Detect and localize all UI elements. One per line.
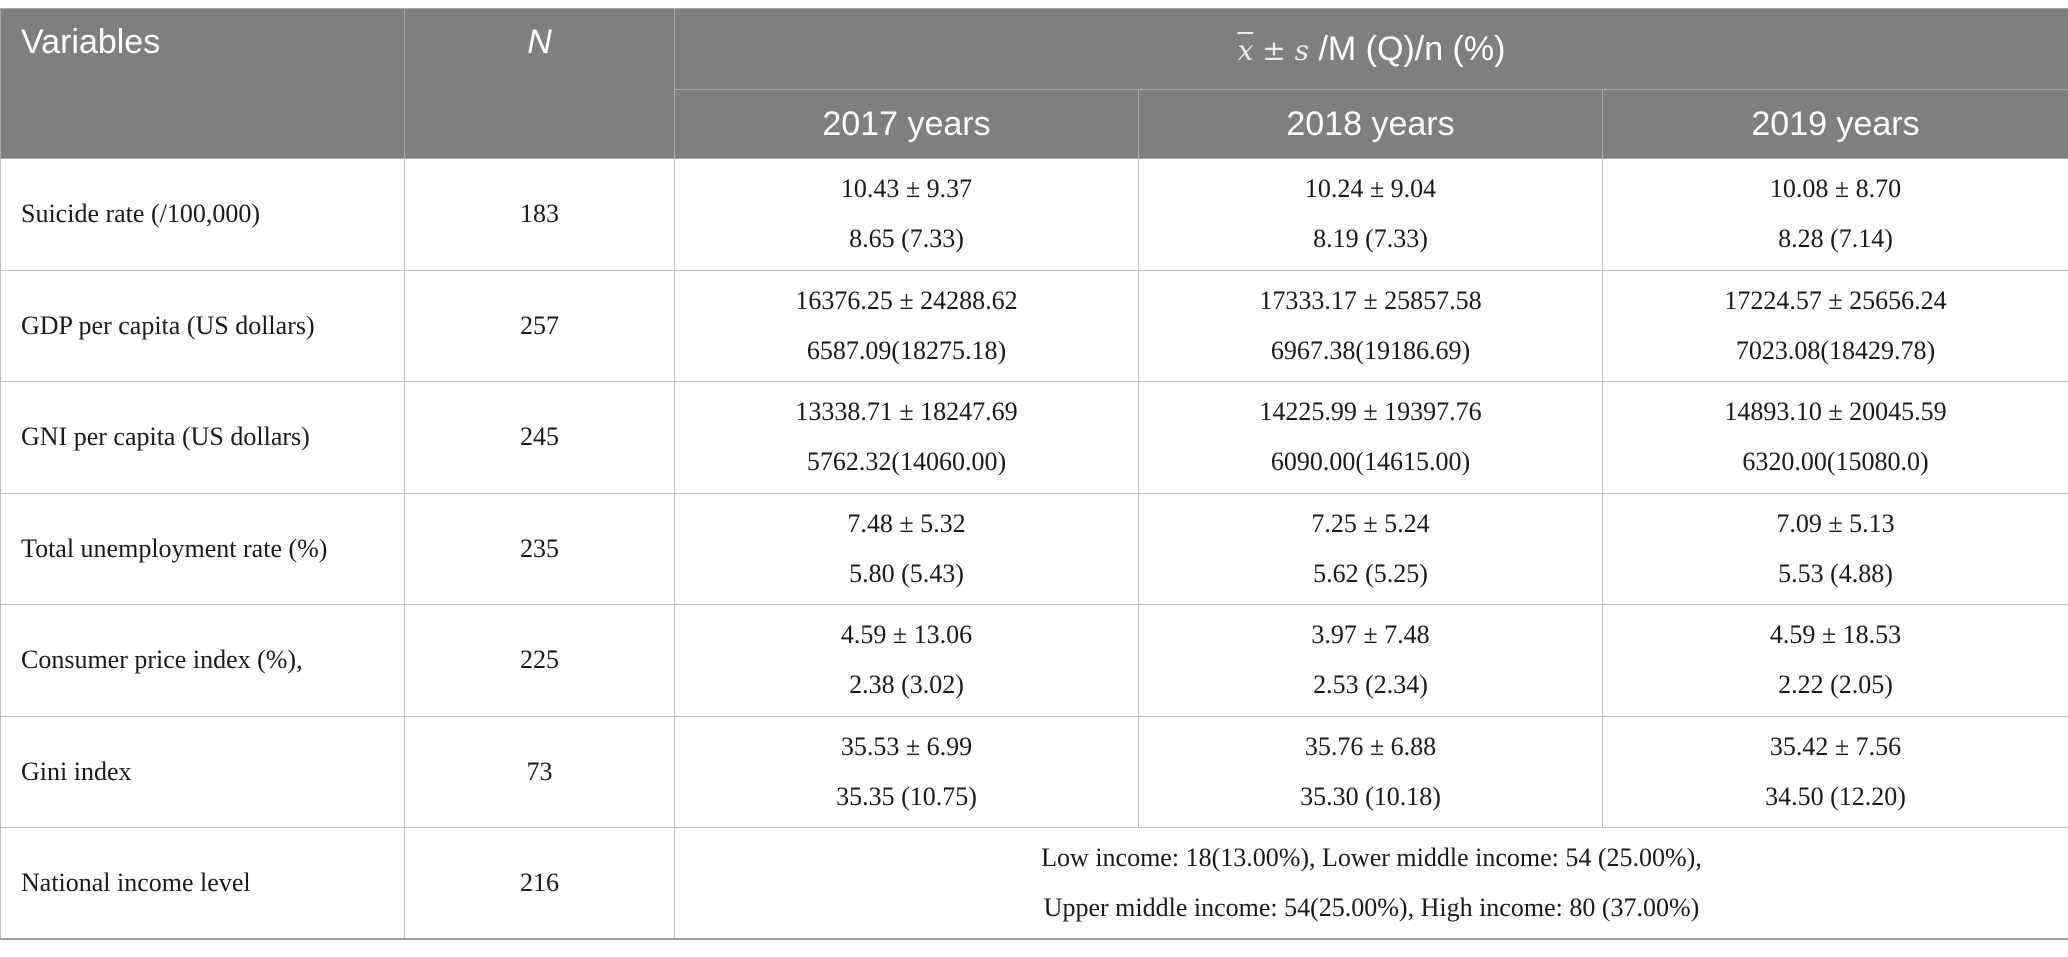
mean-sd: 10.24 ± 9.04 — [1304, 174, 1437, 204]
cell-2019: 10.08 ± 8.70 8.28 (7.14) — [1602, 158, 2068, 271]
table-row: Suicide rate (/100,000) 183 10.43 ± 9.37… — [0, 158, 2068, 271]
header-year-2018: 2018 years — [1138, 89, 1603, 159]
header-year-2019: 2019 years — [1602, 89, 2068, 159]
cell-2017: 13338.71 ± 18247.69 5762.32(14060.00) — [674, 381, 1139, 494]
mean-sd: 4.59 ± 18.53 — [1769, 620, 1902, 650]
table-row: Gini index 73 35.53 ± 6.99 35.35 (10.75) … — [0, 715, 2068, 828]
median-iqr: 8.65 (7.33) — [849, 224, 964, 254]
mean-sd: 10.08 ± 8.70 — [1769, 174, 1902, 204]
table-row: GNI per capita (US dollars) 245 13338.71… — [0, 381, 2068, 494]
median-iqr: 5762.32(14060.00) — [806, 447, 1007, 477]
mean-sd: 14893.10 ± 20045.59 — [1724, 397, 1947, 427]
row-variable-name: Consumer price index (%), — [0, 604, 405, 717]
row-n: 257 — [404, 269, 675, 382]
cell-2019: 4.59 ± 18.53 2.22 (2.05) — [1602, 604, 2068, 717]
median-iqr: 7023.08(18429.78) — [1735, 335, 1936, 365]
median-iqr: 35.35 (10.75) — [836, 781, 977, 811]
median-iqr: 34.50 (12.20) — [1765, 781, 1906, 811]
row-n: 216 — [404, 827, 675, 940]
row-n: 183 — [404, 158, 675, 271]
median-iqr: 6967.38(19186.69) — [1270, 335, 1471, 365]
median-iqr: 6320.00(15080.0) — [1742, 447, 1929, 477]
cell-2017: 35.53 ± 6.99 35.35 (10.75) — [674, 715, 1139, 828]
mean-sd: 7.48 ± 5.32 — [847, 508, 966, 538]
header-row-group: Variables N x ± s /M (Q)/n (%) — [0, 8, 2068, 159]
cell-2018: 10.24 ± 9.04 8.19 (7.33) — [1138, 158, 1603, 271]
table-header: Variables N x ± s /M (Q)/n (%) 2017 year… — [0, 8, 2068, 159]
header-row-years: 2017 years 2018 years 2019 years — [1, 89, 2068, 159]
table-body: Suicide rate (/100,000) 183 10.43 ± 9.37… — [0, 158, 2068, 940]
mean-sd: 16376.25 ± 24288.62 — [795, 285, 1018, 315]
median-iqr: 2.22 (2.05) — [1778, 670, 1893, 700]
mean-sd: 4.59 ± 13.06 — [840, 620, 973, 650]
mean-sd: 35.76 ± 6.88 — [1304, 731, 1437, 761]
plus-minus-s-symbol: ± s — [1253, 33, 1309, 67]
median-iqr: 2.53 (2.34) — [1313, 670, 1428, 700]
income-distribution-cell: Low income: 18(13.00%), Lower middle inc… — [674, 827, 2068, 940]
mean-sd: 7.25 ± 5.24 — [1311, 508, 1430, 538]
header-variables: Variables — [0, 8, 405, 159]
statistics-label: /M (Q)/n (%) — [1309, 29, 1506, 68]
header-year-2017: 2017 years — [674, 89, 1139, 159]
median-iqr: 2.38 (3.02) — [849, 670, 964, 700]
mean-sd: 17224.57 ± 25656.24 — [1724, 285, 1947, 315]
mean-sd: 35.42 ± 7.56 — [1769, 731, 1902, 761]
row-n: 245 — [404, 381, 675, 494]
cell-2017: 10.43 ± 9.37 8.65 (7.33) — [674, 158, 1139, 271]
table-row: Consumer price index (%), 225 4.59 ± 13.… — [0, 604, 2068, 717]
descriptive-statistics-table: Variables N x ± s /M (Q)/n (%) 2017 year… — [0, 8, 2068, 940]
median-iqr: 6090.00(14615.00) — [1270, 447, 1471, 477]
median-iqr: 5.62 (5.25) — [1313, 558, 1428, 588]
cell-2018: 3.97 ± 7.48 2.53 (2.34) — [1138, 604, 1603, 717]
cell-2018: 7.25 ± 5.24 5.62 (5.25) — [1138, 492, 1603, 605]
cell-2018: 14225.99 ± 19397.76 6090.00(14615.00) — [1138, 381, 1603, 494]
median-iqr: 5.80 (5.43) — [849, 558, 964, 588]
median-iqr: 6587.09(18275.18) — [806, 335, 1007, 365]
income-line-2: Upper middle income: 54(25.00%), High in… — [1043, 893, 1700, 922]
mean-sd: 35.53 ± 6.99 — [840, 731, 973, 761]
cell-2019: 35.42 ± 7.56 34.50 (12.20) — [1602, 715, 2068, 828]
mean-sd: 7.09 ± 5.13 — [1776, 508, 1895, 538]
mean-sd: 17333.17 ± 25857.58 — [1259, 285, 1482, 315]
row-variable-name: Total unemployment rate (%) — [0, 492, 405, 605]
cell-2019: 17224.57 ± 25656.24 7023.08(18429.78) — [1602, 269, 2068, 382]
row-variable-name: GDP per capita (US dollars) — [0, 269, 405, 382]
median-iqr: 8.19 (7.33) — [1313, 224, 1428, 254]
row-n: 225 — [404, 604, 675, 717]
income-line-1: Low income: 18(13.00%), Lower middle inc… — [1041, 843, 1702, 872]
row-variable-name: GNI per capita (US dollars) — [0, 381, 405, 494]
x-bar-symbol: x — [1237, 33, 1254, 67]
mean-sd: 13338.71 ± 18247.69 — [795, 397, 1018, 427]
cell-2018: 17333.17 ± 25857.58 6967.38(19186.69) — [1138, 269, 1603, 382]
row-n: 235 — [404, 492, 675, 605]
cell-2017: 7.48 ± 5.32 5.80 (5.43) — [674, 492, 1139, 605]
row-n: 73 — [404, 715, 675, 828]
mean-sd: 3.97 ± 7.48 — [1311, 620, 1430, 650]
mean-sd-symbol: x ± s — [1238, 34, 1309, 67]
row-variable-name: Suicide rate (/100,000) — [0, 158, 405, 271]
header-n: N — [404, 8, 675, 159]
row-variable-name: Gini index — [0, 715, 405, 828]
median-iqr: 35.30 (10.18) — [1300, 781, 1441, 811]
cell-2019: 7.09 ± 5.13 5.53 (4.88) — [1602, 492, 2068, 605]
cell-2017: 16376.25 ± 24288.62 6587.09(18275.18) — [674, 269, 1139, 382]
table-row-income-level: National income level 216 Low income: 18… — [0, 827, 2068, 940]
median-iqr: 8.28 (7.14) — [1778, 224, 1893, 254]
table-row: GDP per capita (US dollars) 257 16376.25… — [0, 269, 2068, 382]
mean-sd: 10.43 ± 9.37 — [840, 174, 973, 204]
cell-2018: 35.76 ± 6.88 35.30 (10.18) — [1138, 715, 1603, 828]
mean-sd: 14225.99 ± 19397.76 — [1259, 397, 1482, 427]
median-iqr: 5.53 (4.88) — [1778, 558, 1893, 588]
table-row: Total unemployment rate (%) 235 7.48 ± 5… — [0, 492, 2068, 605]
header-statistics-group: x ± s /M (Q)/n (%) — [674, 8, 2068, 90]
cell-2019: 14893.10 ± 20045.59 6320.00(15080.0) — [1602, 381, 2068, 494]
row-variable-name: National income level — [0, 827, 405, 940]
cell-2017: 4.59 ± 13.06 2.38 (3.02) — [674, 604, 1139, 717]
